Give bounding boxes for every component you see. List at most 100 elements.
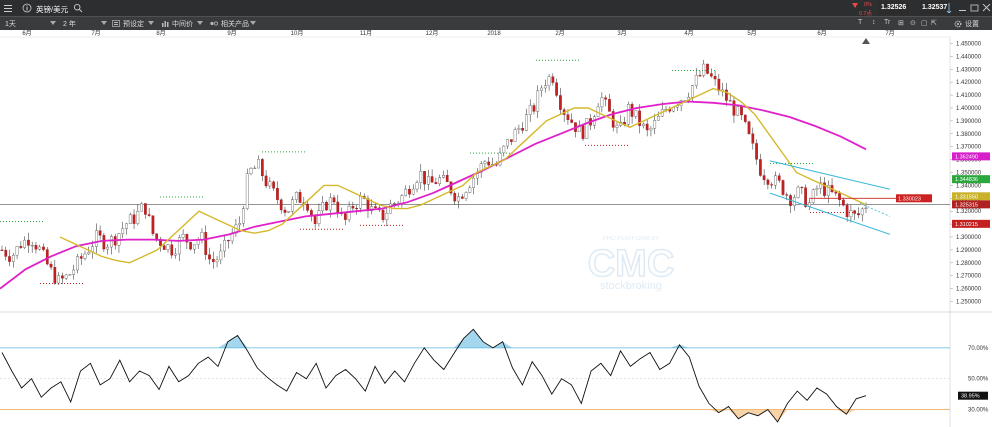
price-tick-label: 1.400000: [956, 106, 982, 112]
chevron-down-icon[interactable]: [101, 21, 107, 25]
indicator-tool[interactable]: ⊙: [910, 20, 916, 27]
symbol-title[interactable]: 英镑/美元: [36, 5, 69, 14]
channel-mid-line: [859, 203, 891, 217]
candle-body: [785, 194, 789, 196]
candle-body: [498, 152, 502, 166]
close-icon[interactable]: [982, 4, 991, 12]
candle-body: [185, 233, 189, 243]
presets-button[interactable]: 预设定: [123, 21, 144, 28]
price-tick-label: 1.320000: [956, 209, 982, 215]
price-tag-label: 1.344836: [955, 177, 978, 183]
price-tag-box: [952, 192, 990, 201]
candle-body: [419, 171, 423, 183]
month-label: 6月: [22, 30, 31, 37]
ask-price[interactable]: 1.32537: [919, 2, 951, 14]
trend-channel[interactable]: [769, 160, 896, 235]
rsi-overbought-fill: [2, 329, 866, 348]
candle-body: [728, 100, 732, 102]
interval-select[interactable]: 1天: [5, 21, 16, 28]
candle-body: [781, 180, 785, 195]
candle-body: [298, 192, 302, 203]
candle-body: [110, 236, 113, 248]
candle-body: [509, 139, 513, 142]
search-icon[interactable]: [73, 3, 83, 13]
candle-body: [211, 258, 215, 262]
price-tag-label: 1.362490: [955, 154, 978, 160]
minimize-icon[interactable]: [958, 4, 967, 12]
price-tick-label: 1.360000: [956, 158, 982, 164]
price-tag-label: 1.310215: [955, 222, 978, 228]
candle-body: [279, 199, 283, 211]
candle-body: [736, 106, 740, 116]
candle-body: [528, 105, 532, 115]
price-tick-label: 1.440000: [956, 54, 982, 60]
rsi-line: [1, 328, 867, 423]
price-tick-label: 1.340000: [956, 183, 982, 189]
candle-body: [208, 254, 211, 260]
candle-body: [404, 188, 408, 196]
candle-body: [770, 184, 774, 186]
price-type-select[interactable]: 中间价: [172, 21, 193, 28]
chevron-down-icon[interactable]: [148, 21, 154, 25]
menu-icon[interactable]: [3, 3, 13, 13]
candle-body: [328, 197, 332, 211]
watermark-line1: PRO PLATFORM BY: [603, 236, 660, 242]
candle-body: [147, 214, 151, 216]
chevron-down-icon[interactable]: [250, 21, 256, 25]
candle-body: [796, 186, 800, 198]
candle-body: [604, 97, 608, 100]
candle-body: [706, 63, 709, 74]
candle-body: [453, 192, 457, 202]
settings-button[interactable]: 设置: [965, 21, 979, 28]
preset-icon[interactable]: [112, 20, 120, 27]
candle-body: [264, 175, 268, 187]
text-tool[interactable]: T: [858, 19, 863, 26]
candle-body: [351, 206, 355, 209]
range-select[interactable]: 2 年: [63, 21, 76, 28]
scale-tool[interactable]: ↕: [872, 19, 876, 26]
price-tick-label: 1.390000: [956, 119, 982, 125]
chevron-down-icon[interactable]: [50, 21, 56, 25]
candle-body: [144, 203, 147, 215]
candle-body: [725, 89, 728, 101]
price-type-icon[interactable]: [161, 20, 169, 27]
chart-area[interactable]: 6月 7月 8月 9月 10月 11月 12月 2018 2月 3月 4月 5月 6月 7月 PRO PL…: [0, 29, 992, 427]
candle-body: [657, 115, 660, 121]
candle-body: [64, 274, 68, 279]
candle-body: [849, 210, 853, 218]
candle-body: [313, 215, 317, 224]
candle-body: [864, 207, 868, 210]
gear-icon[interactable]: [954, 20, 962, 28]
candle-body: [336, 201, 340, 214]
month-label: 10月: [291, 30, 304, 37]
related-products-button[interactable]: 相关产品: [221, 21, 249, 28]
candle-body: [249, 168, 253, 174]
candle-body: [713, 76, 717, 80]
rsi-tick-label: 70.00%: [968, 346, 989, 352]
candle-body: [860, 208, 864, 216]
candle-body: [555, 82, 558, 96]
candle-body: [238, 223, 242, 226]
candle-body: [245, 173, 249, 209]
price-tag-box: [952, 200, 990, 209]
candle-body: [121, 228, 125, 234]
bid-price[interactable]: 1.32526: [878, 2, 910, 14]
candle-body: [223, 240, 226, 252]
price-axis: 1.450000 1.440000 1.430000 1.420000 1.410000…: [950, 41, 982, 306]
maximize-icon[interactable]: [970, 4, 979, 12]
rsi-value-tag: [958, 391, 988, 400]
watermark: PRO PLATFORM BY CMC stockbroking: [587, 236, 675, 292]
price-tick-label: 1.250000: [956, 300, 982, 306]
popout-tool[interactable]: ⇱: [931, 20, 937, 27]
window-tool[interactable]: ▢: [921, 20, 928, 27]
info-icon[interactable]: [22, 3, 32, 13]
candle-body: [717, 78, 721, 92]
candle-body: [317, 210, 321, 224]
candle-body: [174, 253, 177, 256]
trend-tool[interactable]: Tr: [884, 19, 891, 26]
candle-body: [38, 246, 42, 250]
candle-body: [4, 249, 8, 257]
layout-tool[interactable]: ⊞: [898, 20, 904, 27]
related-products-icon[interactable]: [210, 20, 218, 27]
chevron-down-icon[interactable]: [197, 21, 203, 25]
